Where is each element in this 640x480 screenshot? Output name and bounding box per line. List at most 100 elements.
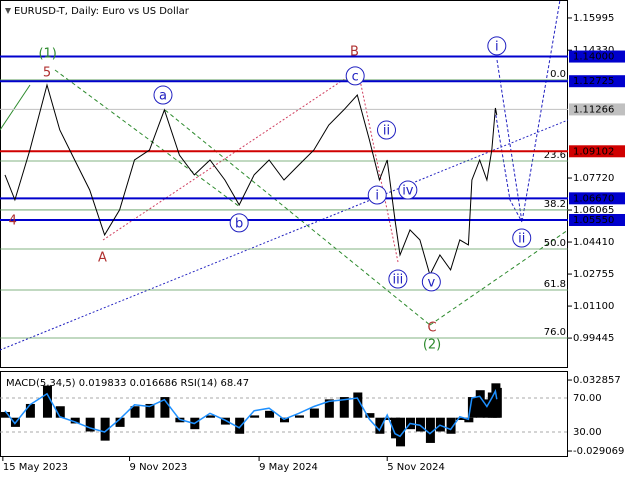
macd-bar — [455, 417, 465, 421]
level-box — [569, 192, 625, 205]
wave-label: iii — [392, 272, 403, 287]
wave-label: ii — [518, 231, 525, 246]
macd-bar — [205, 415, 215, 418]
y-tick-label: 1.07720 — [573, 173, 614, 184]
y-tick-label: 1.15995 — [573, 13, 614, 24]
wave-label: B — [350, 44, 359, 59]
macd-bar — [475, 390, 485, 418]
macd-bar — [115, 417, 125, 427]
macd-bar — [70, 417, 80, 424]
fib-label: 50.0 — [544, 238, 566, 249]
macd-bar — [265, 410, 275, 418]
wave-circle — [512, 228, 532, 248]
rsi-line — [4, 388, 498, 438]
trend-line — [0, 84, 31, 131]
y-tick-label: 1.02755 — [573, 269, 614, 280]
price-line — [4, 83, 498, 277]
macd-bar — [130, 406, 140, 418]
indicator-frame — [0, 371, 568, 457]
wave-circle — [421, 272, 441, 292]
fib-label: 38.2 — [544, 199, 566, 210]
y-tick-label: 1.04410 — [573, 237, 614, 248]
macd-bar — [482, 399, 492, 418]
wave-label: A — [98, 250, 107, 265]
wave-label: 4 — [9, 213, 17, 228]
fib-label: 23.6 — [544, 150, 566, 161]
wave-circle — [376, 120, 396, 140]
level-label: 1.06670 — [573, 193, 614, 204]
wave-circle — [487, 36, 507, 56]
wave-circle — [398, 180, 418, 200]
y-tick-label: 1.01100 — [573, 301, 614, 312]
macd-bar — [375, 417, 385, 434]
macd-bar — [396, 417, 406, 447]
macd-bar — [309, 408, 319, 418]
level-box — [569, 213, 625, 226]
trend-line — [54, 69, 241, 208]
x-tick-label: 15 May 2023 — [3, 462, 68, 473]
y-tick-label: -0.029069 — [573, 446, 624, 457]
macd-bar — [425, 417, 435, 443]
macd-bar — [42, 385, 52, 418]
wave-label: (1) — [38, 46, 56, 61]
title-icon — [5, 8, 11, 14]
wave-label: (2) — [423, 337, 441, 352]
fib-label: 0.0 — [550, 69, 566, 80]
wave-label: i — [495, 39, 499, 54]
macd-bar — [353, 392, 363, 418]
trend-line — [102, 71, 356, 241]
y-tick-label: 0.032857 — [573, 375, 621, 386]
macd-bar — [100, 417, 110, 441]
fib-label: 76.0 — [544, 327, 566, 338]
wave-label: 5 — [43, 66, 51, 81]
x-tick-label: 5 Nov 2024 — [387, 462, 445, 473]
level-box — [569, 145, 625, 158]
wave-label: iv — [402, 184, 414, 199]
projection-line — [494, 109, 523, 223]
macd-bar — [365, 413, 375, 418]
macd-bar — [492, 387, 502, 418]
wave-label: a — [159, 89, 167, 104]
macd-bar — [391, 417, 401, 439]
indicator-title: MACD(5,34,5) 0.019833 0.016686 RSI(14) 6… — [6, 378, 249, 389]
y-tick-label: 1.06065 — [573, 205, 614, 216]
macd-bar — [383, 417, 393, 421]
wave-label: v — [427, 275, 435, 290]
level-label: 1.12725 — [573, 76, 614, 87]
macd-bar — [467, 397, 477, 418]
macd-bar — [160, 397, 170, 418]
trend-line — [164, 109, 431, 326]
wave-circle — [345, 66, 365, 86]
macd-bar — [250, 415, 260, 418]
level-label: 1.11266 — [573, 104, 614, 115]
chart-title: EURUSD-T, Daily: Euro vs US Dollar — [14, 6, 190, 17]
macd-bar — [339, 397, 349, 418]
macd-bar — [145, 403, 155, 418]
level-label: 1.05550 — [573, 215, 614, 226]
fib-label: 61.8 — [544, 279, 566, 290]
y-tick-label: 0.99445 — [573, 333, 614, 344]
macd-bar — [294, 415, 304, 418]
level-box — [569, 50, 625, 63]
macd-bar — [55, 406, 65, 418]
macd-bar — [415, 417, 425, 432]
wave-label: ii — [383, 124, 390, 139]
macd-bar — [324, 399, 334, 418]
wave-circle — [153, 85, 173, 105]
wave-circle — [229, 213, 249, 233]
x-tick-label: 9 May 2024 — [259, 462, 318, 473]
wave-label: i — [375, 189, 379, 204]
macd-bar — [25, 403, 35, 418]
macd-bar — [280, 417, 289, 423]
macd-bar — [0, 411, 10, 418]
trend-lines — [0, 0, 569, 351]
wave-circle — [367, 185, 387, 205]
level-label: 1.09102 — [573, 146, 614, 157]
wave-label: C — [428, 320, 437, 335]
wave-label: c — [352, 69, 359, 84]
macd-bar — [446, 417, 456, 434]
wave-label: b — [235, 216, 243, 231]
y2-tick-label: 70.00 — [573, 393, 602, 404]
main-frame — [0, 0, 568, 368]
